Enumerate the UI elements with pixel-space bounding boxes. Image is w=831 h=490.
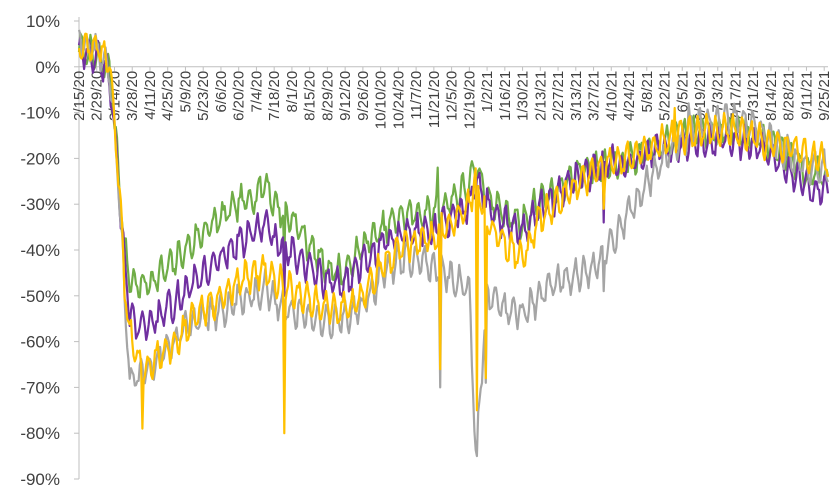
y-tick-label: -80% [20,424,60,443]
x-tick-label: 10/24/20 [390,71,407,129]
y-axis: 10% 0% -10% -20% -30% -40% -50% -60% -70% -80% -90… [20,12,80,489]
x-tick-label: 3/28/20 [124,71,141,121]
x-tick-label: 1/16/21 [497,71,514,121]
x-tick-label: 5/8/21 [639,71,656,113]
series-line-1 [77,32,830,299]
x-tick-label: 9/26/20 [355,71,372,121]
x-tick-label: 11/7/20 [408,71,425,120]
y-tick-label: -60% [20,333,60,352]
y-tick-label: 10% [26,12,60,31]
x-tick-label: 8/29/20 [319,71,336,121]
x-tick-label: 5/9/20 [177,71,194,113]
x-tick-label: 8/14/21 [763,71,780,121]
x-tick-label: 7/18/20 [266,71,283,121]
x-tick-label: 6/19/21 [692,71,709,121]
y-tick-label: -40% [20,241,60,260]
x-tick-label: 8/15/20 [302,71,319,121]
x-tick-label: 4/24/21 [621,71,638,121]
x-tick-label: 9/11/21 [798,71,815,120]
x-tick-label: 12/19/20 [461,71,478,129]
x-tick-label: 9/12/20 [337,71,354,121]
series-layer [77,29,830,458]
x-axis: 2/15/20 2/29/20 3/14/20 3/28/20 4/11/20 4/25/… [71,66,831,129]
x-tick-label: 12/5/20 [444,71,461,121]
x-tick-label: 7/3/21 [710,71,727,113]
y-tick-label: 0% [35,58,60,77]
x-tick-label: 4/10/21 [603,71,620,121]
y-tick-label: -30% [20,195,60,214]
y-tick-label: -90% [20,470,60,489]
y-tick-label: -20% [20,149,60,168]
y-tick-label: -10% [20,104,60,123]
x-tick-label: 7/17/21 [727,71,744,121]
x-tick-label: 8/28/21 [781,71,798,121]
x-tick-label: 2/13/21 [532,71,549,121]
x-tick-label: 5/23/20 [195,71,212,121]
x-tick-label: 8/1/20 [284,71,301,113]
x-tick-label: 6/5/21 [674,71,691,113]
series-line-4 [77,32,830,435]
x-tick-label: 2/29/20 [89,71,106,121]
x-tick-label: 11/21/20 [426,71,443,128]
x-tick-label: 7/4/20 [248,71,265,113]
x-tick-label: 2/27/21 [550,71,567,121]
x-tick-label: 4/11/20 [142,71,159,120]
x-tick-label: 6/20/20 [231,71,248,121]
y-tick-label: -70% [20,378,60,397]
x-tick-label: 7/31/21 [745,71,762,121]
x-tick-label: 10/10/20 [373,71,390,129]
x-tick-label: 2/15/20 [71,71,88,121]
x-tick-label: 4/25/20 [160,71,177,121]
x-tick-label: 3/13/21 [568,71,585,121]
x-tick-label: 5/22/21 [657,71,674,121]
x-tick-label: 1/2/21 [479,71,496,113]
y-tick-label: -50% [20,287,60,306]
x-tick-label: 1/30/21 [515,71,532,121]
x-tick-label: 3/27/21 [586,71,603,121]
x-tick-label: 9/25/21 [816,71,831,121]
x-tick-label: 6/6/20 [213,71,230,113]
